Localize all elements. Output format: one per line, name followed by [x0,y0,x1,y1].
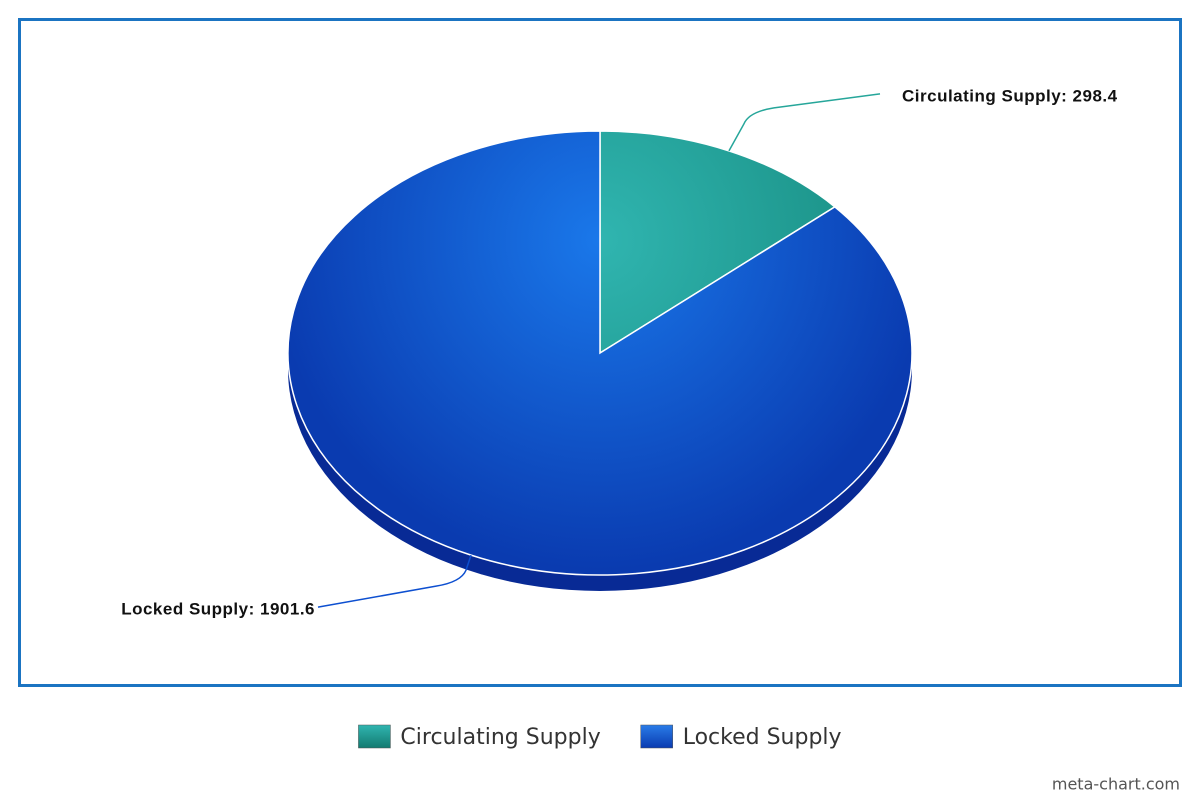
legend-swatch [358,724,391,749]
legend-item: Locked Supply [640,724,842,750]
leader-line [728,93,881,152]
data-label: Locked Supply: 1901.6 [121,600,315,619]
legend-swatch [640,724,673,749]
legend-label: Circulating Supply [400,725,600,750]
leader-line [317,554,472,608]
legend-label: Locked Supply [683,725,842,750]
pie-slice [599,130,837,355]
watermark: meta-chart.com [1052,775,1180,794]
data-label: Circulating Supply: 298.4 [902,86,1118,105]
legend-item: Circulating Supply [358,724,601,750]
